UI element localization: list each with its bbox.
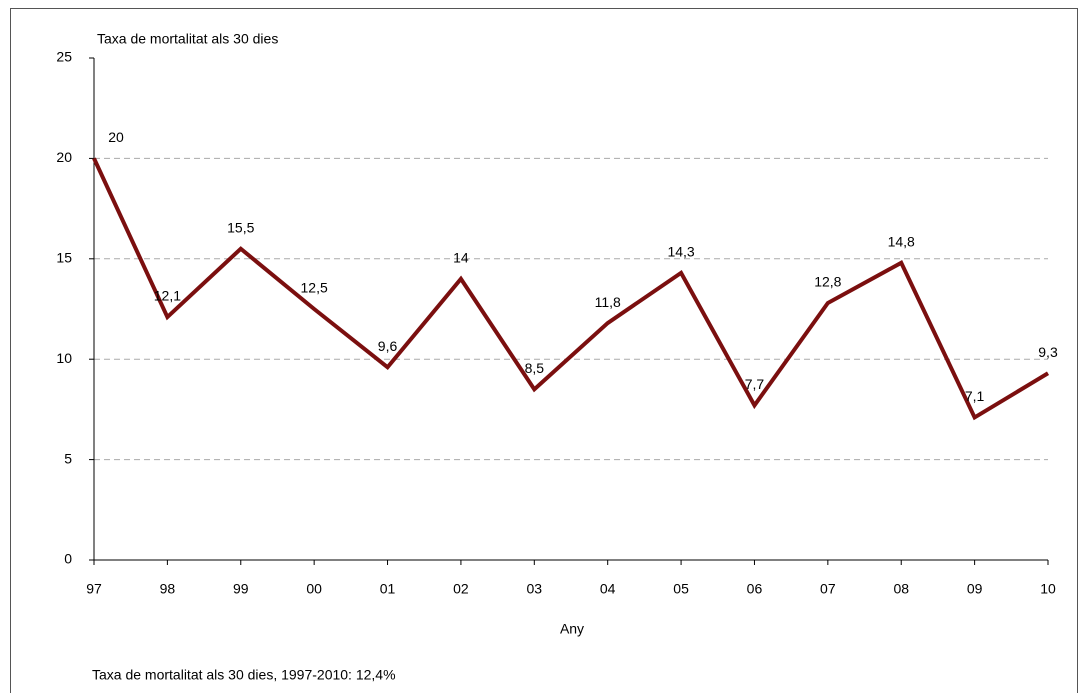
chart-title: Taxa de mortalitat als 30 dies (97, 31, 278, 47)
data-label: 11,8 (595, 294, 621, 310)
data-label: 8,5 (525, 360, 545, 376)
y-tick-label: 0 (64, 551, 72, 567)
data-label: 14,3 (667, 244, 694, 260)
x-tick-label: 06 (747, 581, 763, 597)
x-tick-label: 02 (453, 581, 469, 597)
x-tick-label: 07 (820, 581, 836, 597)
x-tick-label: 99 (233, 581, 249, 597)
data-label: 14 (453, 250, 469, 266)
data-label: 7,7 (745, 376, 765, 392)
y-tick-label: 15 (56, 250, 72, 266)
y-tick-label: 10 (56, 350, 72, 366)
x-tick-label: 00 (306, 581, 322, 597)
x-tick-label: 09 (967, 581, 983, 597)
data-label: 7,1 (965, 388, 985, 404)
x-tick-label: 10 (1040, 581, 1056, 597)
y-tick-label: 20 (56, 149, 72, 165)
x-tick-label: 98 (160, 581, 176, 597)
data-label: 9,6 (378, 338, 398, 354)
x-tick-label: 04 (600, 581, 616, 597)
data-label: 20 (108, 129, 124, 145)
x-tick-label: 03 (527, 581, 543, 597)
data-label: 15,5 (227, 219, 254, 235)
x-tick-label: 97 (86, 581, 102, 597)
x-tick-label: 08 (893, 581, 909, 597)
y-tick-label: 25 (56, 49, 72, 65)
data-label: 12,8 (814, 274, 841, 290)
x-tick-label: 05 (673, 581, 689, 597)
data-label: 12,1 (154, 288, 181, 304)
data-label: 9,3 (1038, 344, 1058, 360)
data-label: 14,8 (888, 234, 915, 250)
y-tick-label: 5 (64, 450, 72, 466)
line (92, 157, 1050, 421)
x-axis-label: Any (560, 621, 584, 637)
x-tick-label: 01 (380, 581, 396, 597)
note: Taxa de mortalitat als 30 dies, 1997-201… (92, 667, 396, 683)
data-label: 12,5 (301, 280, 328, 296)
chart-frame (10, 8, 1078, 693)
